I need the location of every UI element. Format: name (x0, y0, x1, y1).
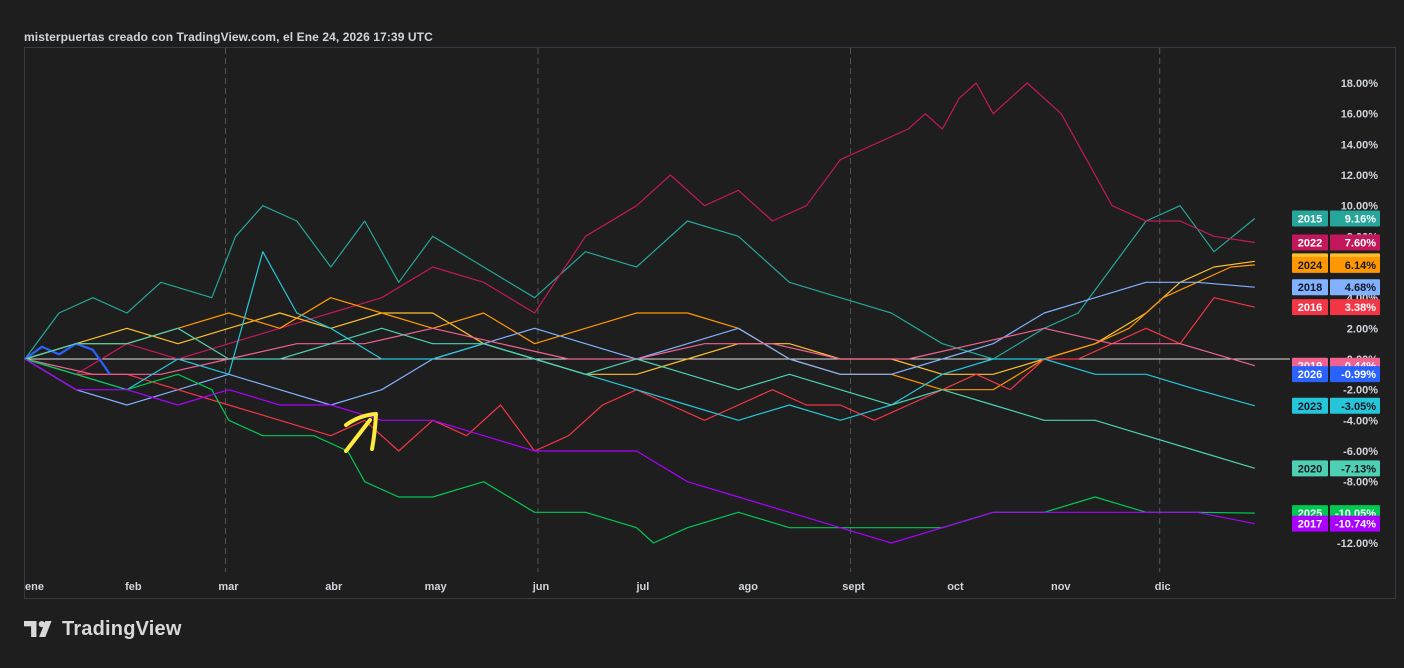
value-label-year-box (1292, 210, 1328, 227)
value-label-year: 2015 (1298, 214, 1322, 226)
y-tick-label: 16.00% (1341, 109, 1379, 121)
value-label-year-box (1292, 460, 1328, 477)
value-label-year: 2018 (1298, 282, 1322, 294)
tradingview-logo-icon (24, 621, 52, 637)
series-line-2020 (24, 327, 1255, 469)
arrow-shaft (344, 418, 372, 453)
x-axis: ene feb mar abr may jun jul ago sept oct nov dic (25, 581, 1171, 593)
value-label-2024: 2024 6.14% (1292, 256, 1380, 273)
y-tick-label: -4.00% (1343, 415, 1378, 427)
value-label-percent: -10.74% (1335, 519, 1376, 531)
series-line-2022 (24, 82, 1255, 375)
value-label-year-box (1292, 515, 1328, 532)
value-label-percent-box (1330, 366, 1380, 383)
value-label-year: 2024 (1298, 260, 1323, 272)
tradingview-brand[interactable]: TradingView (24, 616, 182, 642)
y-tick-label: 12.00% (1341, 170, 1379, 182)
series-value-labels: 20159.16%20227.60%20216.37%20246.14%2018… (1292, 210, 1380, 532)
grid-lines (224, 48, 1161, 572)
value-label-year-box (1292, 234, 1328, 251)
y-tick-label: 2.00% (1347, 323, 1378, 335)
y-tick-label: 14.00% (1341, 139, 1379, 151)
series-line-2025 (24, 358, 1255, 544)
y-tick-label: 10.00% (1341, 201, 1379, 213)
value-label-percent-box (1330, 234, 1380, 251)
value-label-2020: 2020 -7.13% (1292, 460, 1380, 477)
value-label-percent: -7.13% (1341, 463, 1376, 475)
series-line-2015 (24, 205, 1256, 360)
series-line-2024 (24, 264, 1255, 391)
y-tick-label: 18.00% (1341, 78, 1379, 90)
value-label-year: 2016 (1298, 302, 1322, 314)
value-label-percent-box (1330, 397, 1380, 414)
x-tick-label-oct: oct (947, 581, 964, 593)
x-tick-label-dic: dic (1155, 581, 1171, 593)
y-tick-label: -2.00% (1343, 385, 1378, 397)
value-label-year-box (1292, 279, 1328, 296)
value-label-2026: 2026 -0.99% (1292, 366, 1380, 383)
x-tick-label-may: may (425, 581, 448, 593)
value-label-percent-box (1330, 210, 1380, 227)
value-label-percent: 3.38% (1345, 302, 1376, 314)
chart-svg[interactable]: ene feb mar abr may jun jul ago sept oct nov dic 18… (0, 0, 1404, 610)
value-label-percent-box (1330, 279, 1380, 296)
chart-frame (24, 47, 1396, 599)
value-label-year: 2017 (1298, 519, 1322, 531)
yellow-arrow-drawing (344, 412, 378, 453)
value-label-percent: 6.14% (1345, 260, 1376, 272)
value-label-2022: 2022 7.60% (1292, 234, 1380, 251)
series-line-2021 (24, 260, 1255, 375)
value-label-2015: 2015 9.16% (1292, 210, 1380, 227)
x-tick-label-mar: mar (218, 581, 239, 593)
series-line-2018 (24, 281, 1255, 406)
value-label-percent: -0.99% (1341, 369, 1376, 381)
x-tick-label-feb: feb (125, 581, 142, 593)
value-label-percent-box (1330, 460, 1380, 477)
x-tick-label-sept: sept (842, 581, 865, 593)
x-tick-label-ago: ago (738, 581, 758, 593)
value-label-year: 2026 (1298, 369, 1322, 381)
value-label-percent-box (1330, 256, 1380, 273)
value-label-year-box (1292, 299, 1328, 316)
y-tick-label: -8.00% (1343, 477, 1378, 489)
brand-name: TradingView (62, 617, 182, 640)
value-label-percent: -3.05% (1341, 401, 1376, 413)
x-tick-label-jul: jul (635, 581, 649, 593)
value-label-year: 2020 (1298, 463, 1322, 475)
value-label-percent: 9.16% (1345, 214, 1376, 226)
x-tick-label-ene: ene (25, 581, 44, 593)
value-label-year-box (1292, 397, 1328, 414)
value-label-year-box (1292, 256, 1328, 273)
y-tick-label: -6.00% (1343, 446, 1378, 458)
value-label-2023: 2023 -3.05% (1292, 397, 1380, 414)
value-label-year: 2022 (1298, 237, 1322, 249)
x-tick-label-nov: nov (1051, 581, 1071, 593)
value-label-percent: 4.68% (1345, 282, 1376, 294)
series-lines (24, 82, 1256, 544)
value-label-percent: 7.60% (1345, 237, 1376, 249)
series-line-2023 (24, 251, 1255, 421)
value-label-percent-box (1330, 299, 1380, 316)
series-line-2026 (24, 342, 111, 375)
x-tick-label-abr: abr (325, 581, 343, 593)
value-label-2018: 2018 4.68% (1292, 279, 1380, 296)
series-line-2017 (24, 358, 1255, 544)
series-line-2016 (24, 297, 1255, 452)
value-label-2016: 2016 3.38% (1292, 299, 1380, 316)
x-tick-label-jun: jun (532, 581, 550, 593)
value-label-year: 2023 (1298, 401, 1322, 413)
value-label-2017: 2017 -10.74% (1292, 515, 1380, 532)
y-tick-label: -12.00% (1337, 538, 1378, 550)
value-label-percent-box (1330, 515, 1380, 532)
arrow-head (344, 412, 378, 451)
chart-caption: misterpuertas creado con TradingView.com… (24, 30, 433, 44)
value-label-year-box (1292, 366, 1328, 383)
